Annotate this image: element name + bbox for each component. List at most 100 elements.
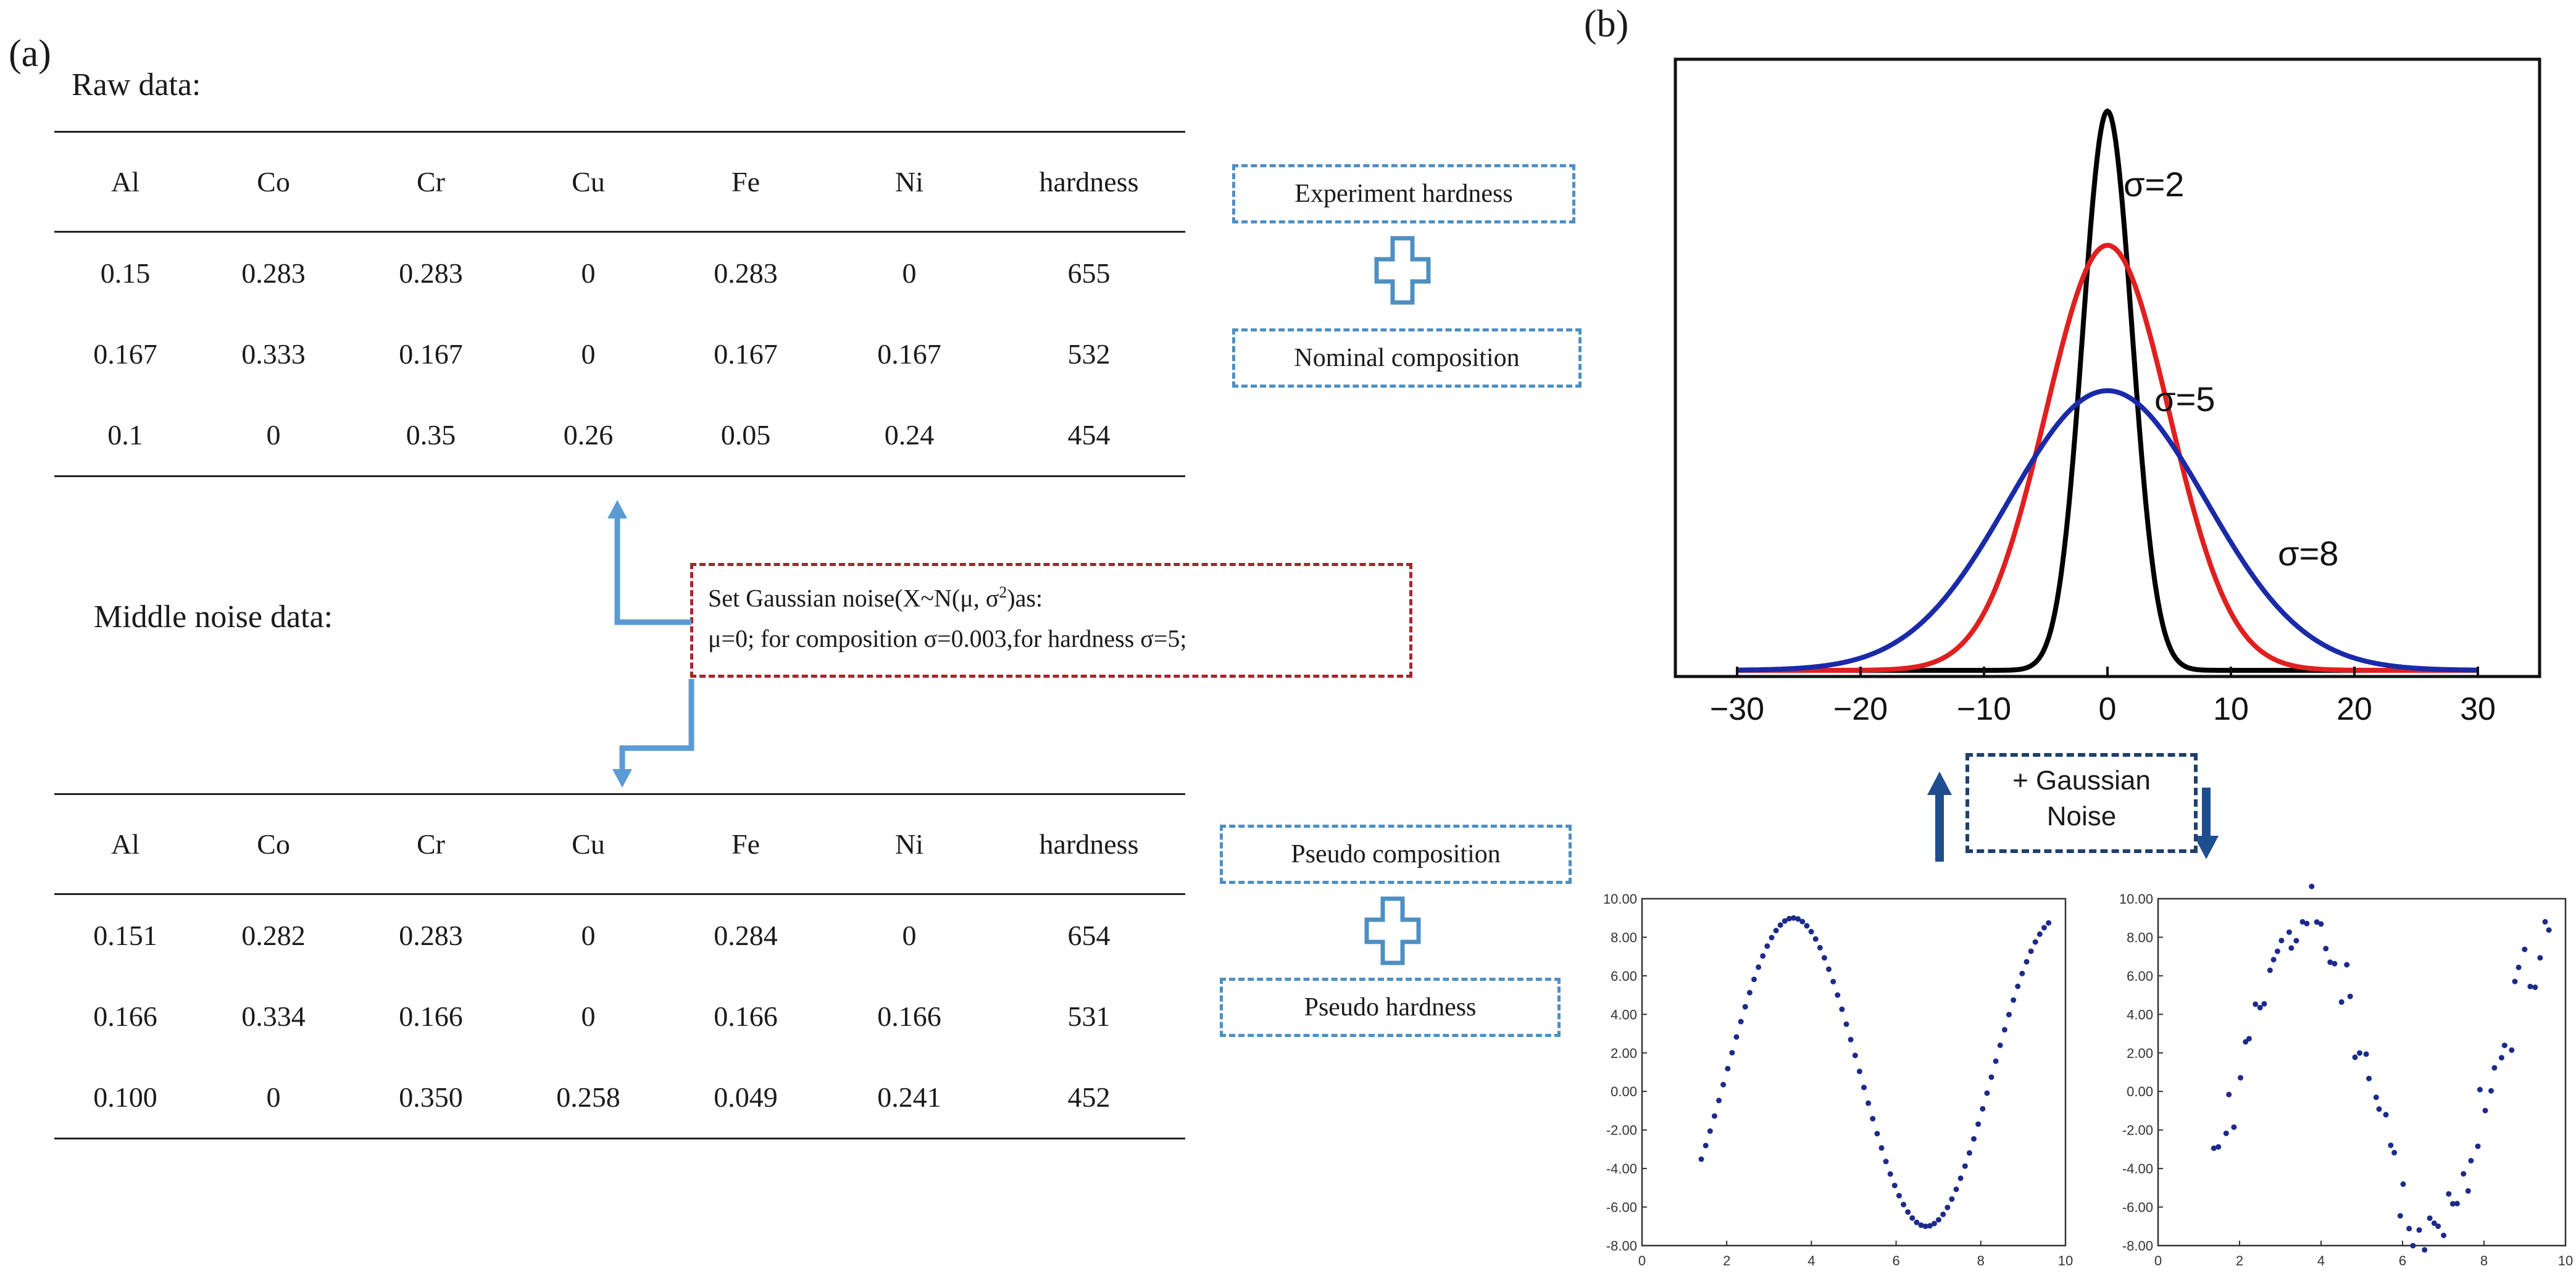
data-point: [2015, 983, 2021, 989]
raw-col-ni: Ni: [826, 131, 993, 233]
data-point: [2323, 946, 2329, 952]
plus-icon: [1364, 896, 1421, 965]
data-point: [1988, 1074, 1995, 1080]
table-cell: 0.167: [93, 338, 157, 370]
data-point: [1760, 953, 1766, 959]
data-point: [2546, 927, 2552, 933]
data-point: [2400, 1181, 2406, 1187]
table-cell: 0.283: [241, 257, 306, 289]
pseudo-composition-box: Pseudo composition: [1220, 825, 1572, 884]
data-point: [1936, 1217, 1941, 1223]
data-point: [2231, 1124, 2237, 1130]
down-arrow-head: [2194, 836, 2219, 859]
data-point: [1821, 955, 1827, 961]
plot-frame: [1641, 897, 2067, 1247]
table-cell: 0.333: [241, 338, 306, 370]
data-point: [1839, 1006, 1845, 1012]
data-point: [1856, 1068, 1862, 1075]
data-point: [1808, 928, 1814, 935]
table-row: 0.166 0.334 0.166 0 0.166 0.166 531: [54, 976, 1185, 1057]
data-point: [1716, 1097, 1722, 1104]
data-point: [2274, 948, 2280, 954]
connector-arrows: [607, 500, 694, 788]
noise-col-hardness: hardness: [993, 793, 1185, 895]
table-cell: 0.258: [511, 1057, 665, 1139]
y-tick-label: 8.00: [2127, 930, 2153, 945]
gaussian-curve-series: [1737, 388, 2478, 673]
data-point: [1773, 928, 1779, 934]
y-tick-label: -6.00: [2122, 1200, 2153, 1215]
data-point: [1918, 1222, 1924, 1228]
legend-sigma-2: σ=2: [2124, 165, 2184, 204]
data-point: [2477, 1086, 2483, 1093]
y-tick-label: 2.00: [2127, 1046, 2153, 1061]
data-point: [2376, 1106, 2382, 1112]
table-cell: 0.1: [54, 394, 196, 477]
raw-col-al: Al: [54, 131, 196, 233]
up-arrow-head: [607, 500, 627, 518]
data-point: [2454, 1201, 2460, 1207]
data-point: [1756, 964, 1762, 970]
table-cell: 0.167: [877, 338, 941, 370]
data-point: [2465, 1188, 2471, 1194]
x-tick-label: 0: [2154, 1253, 2162, 1268]
data-point: [2041, 925, 2047, 931]
data-point: [2397, 1213, 2403, 1219]
data-point: [2001, 1026, 2007, 1033]
data-point: [2314, 919, 2320, 925]
noise-definition-line2: μ=0; for composition σ=0.003,for hardnes…: [708, 625, 1187, 653]
data-point: [1738, 1018, 1744, 1025]
noise-data-table: Al Co Cr Cu Fe Ni hardness 0.151 0.282 0…: [54, 793, 1185, 1139]
data-point: [2019, 970, 2025, 976]
table-cell: 0.24: [826, 394, 993, 477]
nominal-composition-box: Nominal composition: [1232, 328, 1582, 388]
data-point: [1733, 1034, 1740, 1040]
noise-col-cu: Cu: [511, 793, 665, 895]
data-point: [1830, 978, 1836, 985]
data-point: [2357, 1050, 2362, 1056]
data-point: [2226, 1091, 2232, 1097]
y-tick-label: 8.00: [1611, 930, 1637, 945]
data-point: [1984, 1090, 1990, 1096]
legend-sigma-8: σ=8: [2278, 534, 2338, 573]
data-point: [2461, 1171, 2467, 1177]
raw-col-hardness: hardness: [993, 131, 1185, 233]
y-tick-label: 10.00: [1603, 891, 1637, 907]
data-point: [1812, 936, 1819, 942]
y-tick-label: -6.00: [1606, 1200, 1637, 1215]
data-point: [2449, 1201, 2456, 1207]
data-point: [1874, 1131, 1880, 1137]
data-point: [1922, 1223, 1928, 1230]
data-point: [1971, 1136, 1977, 1142]
data-point: [1962, 1163, 1968, 1169]
y-tick-label: -2.00: [1606, 1123, 1637, 1138]
x-tick-label: 6: [2399, 1253, 2406, 1268]
x-tick-label: 4: [1807, 1253, 1815, 1268]
data-point: [2006, 1012, 2012, 1018]
data-point: [1817, 944, 1823, 951]
data-point: [1909, 1215, 1915, 1221]
plot-frame: [2157, 897, 2567, 1247]
panel-a-label: (a): [9, 33, 51, 75]
data-point: [2344, 962, 2350, 968]
y-tick-label: 4.00: [1611, 1007, 1637, 1022]
gaussian-chart-frame: [1674, 57, 2541, 678]
x-tick-label: 4: [2317, 1253, 2325, 1268]
data-point: [2024, 959, 2030, 965]
data-point: [1997, 1043, 2003, 1048]
data-point: [2410, 1243, 2416, 1249]
x-tick-label: −30: [1710, 691, 1764, 727]
table-row: 0.151 0.282 0.283 0 0.284 0 654: [54, 894, 1185, 976]
data-point: [2491, 1065, 2498, 1071]
data-point: [1870, 1115, 1876, 1122]
data-point: [1914, 1219, 1920, 1225]
x-tick-label: 2: [1723, 1253, 1730, 1268]
data-point: [2253, 1001, 2259, 1007]
y-tick-label: 2.00: [1611, 1046, 1637, 1061]
data-point: [2475, 1143, 2481, 1149]
data-point: [2532, 985, 2538, 990]
y-tick-label: 6.00: [2127, 968, 2153, 984]
y-tick-label: -4.00: [1606, 1161, 1637, 1176]
data-point: [2347, 993, 2353, 999]
middle-noise-title: Middle noise data:: [94, 599, 333, 635]
